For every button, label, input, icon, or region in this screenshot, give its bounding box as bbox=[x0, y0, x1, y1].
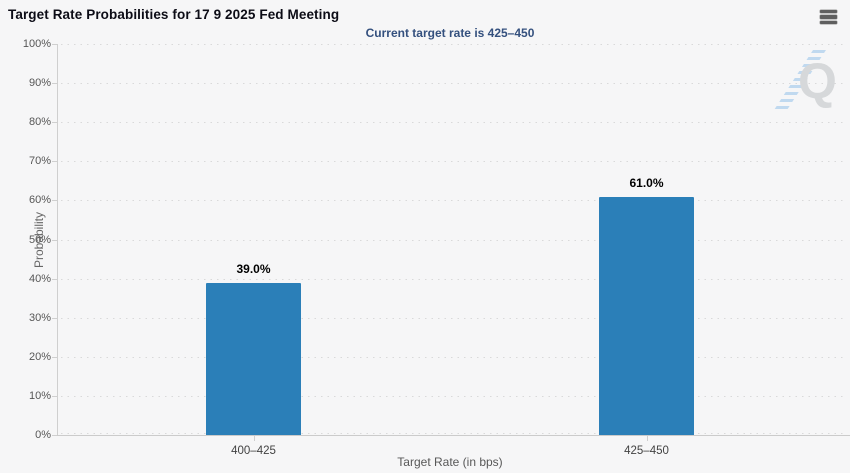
y-axis-tick bbox=[52, 239, 57, 241]
gridline bbox=[61, 122, 843, 124]
y-axis-tick bbox=[52, 395, 57, 397]
gridline bbox=[61, 161, 843, 163]
gridline bbox=[61, 433, 843, 434]
y-axis-tick-label: 40% bbox=[28, 272, 51, 285]
y-axis-tick bbox=[52, 317, 57, 319]
gridline bbox=[61, 44, 843, 45]
x-axis-tick bbox=[253, 436, 255, 441]
y-axis-line bbox=[57, 44, 58, 435]
y-axis-tick-label: 90% bbox=[28, 77, 51, 90]
bar-value-label: 61.0% bbox=[629, 175, 664, 190]
gridline bbox=[61, 317, 843, 319]
y-axis-tick-label: 60% bbox=[28, 194, 51, 207]
gridline bbox=[61, 278, 843, 280]
gridline bbox=[61, 200, 843, 202]
y-axis-tick bbox=[52, 161, 57, 163]
plot-area: 0% 10% 20% 30% 40% 50% 60% 70% 80% 90% 100% 39.0% 6… bbox=[23, 38, 850, 469]
x-axis-tick-label: 425–450 bbox=[624, 445, 669, 457]
x-axis-tick-label: 400–425 bbox=[231, 445, 276, 457]
x-axis-tick bbox=[646, 436, 648, 441]
hamburger-icon bbox=[820, 21, 837, 25]
y-axis-tick bbox=[52, 435, 57, 436]
gridline bbox=[61, 239, 843, 241]
chart-title: Target Rate Probabilities for 17 9 2025 … bbox=[8, 7, 340, 22]
y-axis-tick bbox=[52, 44, 57, 45]
chart-context-menu-button[interactable] bbox=[817, 6, 841, 28]
gridline bbox=[61, 356, 843, 358]
y-axis-tick bbox=[52, 83, 57, 85]
x-axis-line bbox=[57, 435, 850, 436]
bar-400–425[interactable] bbox=[206, 282, 301, 435]
gridline bbox=[61, 83, 843, 85]
y-axis-tick bbox=[52, 200, 57, 202]
y-axis-tick-label: 50% bbox=[28, 233, 51, 246]
hamburger-icon bbox=[820, 15, 837, 19]
y-axis-tick-label: 30% bbox=[28, 311, 51, 324]
y-axis-tick-label: 0% bbox=[35, 429, 51, 441]
y-axis-tick-label: 80% bbox=[28, 116, 51, 129]
chart-subtitle: Current target rate is 425–450 bbox=[365, 26, 535, 40]
y-axis-tick-label: 70% bbox=[28, 155, 51, 168]
y-axis-tick-label: 100% bbox=[22, 38, 51, 50]
y-axis-title: Probability bbox=[32, 211, 47, 268]
bar-value-label: 39.0% bbox=[236, 261, 271, 276]
y-axis-tick-label: 20% bbox=[28, 350, 51, 363]
y-axis-tick-label: 10% bbox=[28, 389, 51, 402]
gridline bbox=[61, 395, 843, 397]
y-axis-tick bbox=[52, 356, 57, 358]
bar-425–450[interactable] bbox=[599, 196, 694, 435]
y-axis-tick bbox=[52, 122, 57, 124]
y-axis-tick bbox=[52, 278, 57, 280]
hamburger-icon bbox=[820, 9, 837, 13]
x-axis-title: Target Rate (in bps) bbox=[397, 455, 503, 469]
